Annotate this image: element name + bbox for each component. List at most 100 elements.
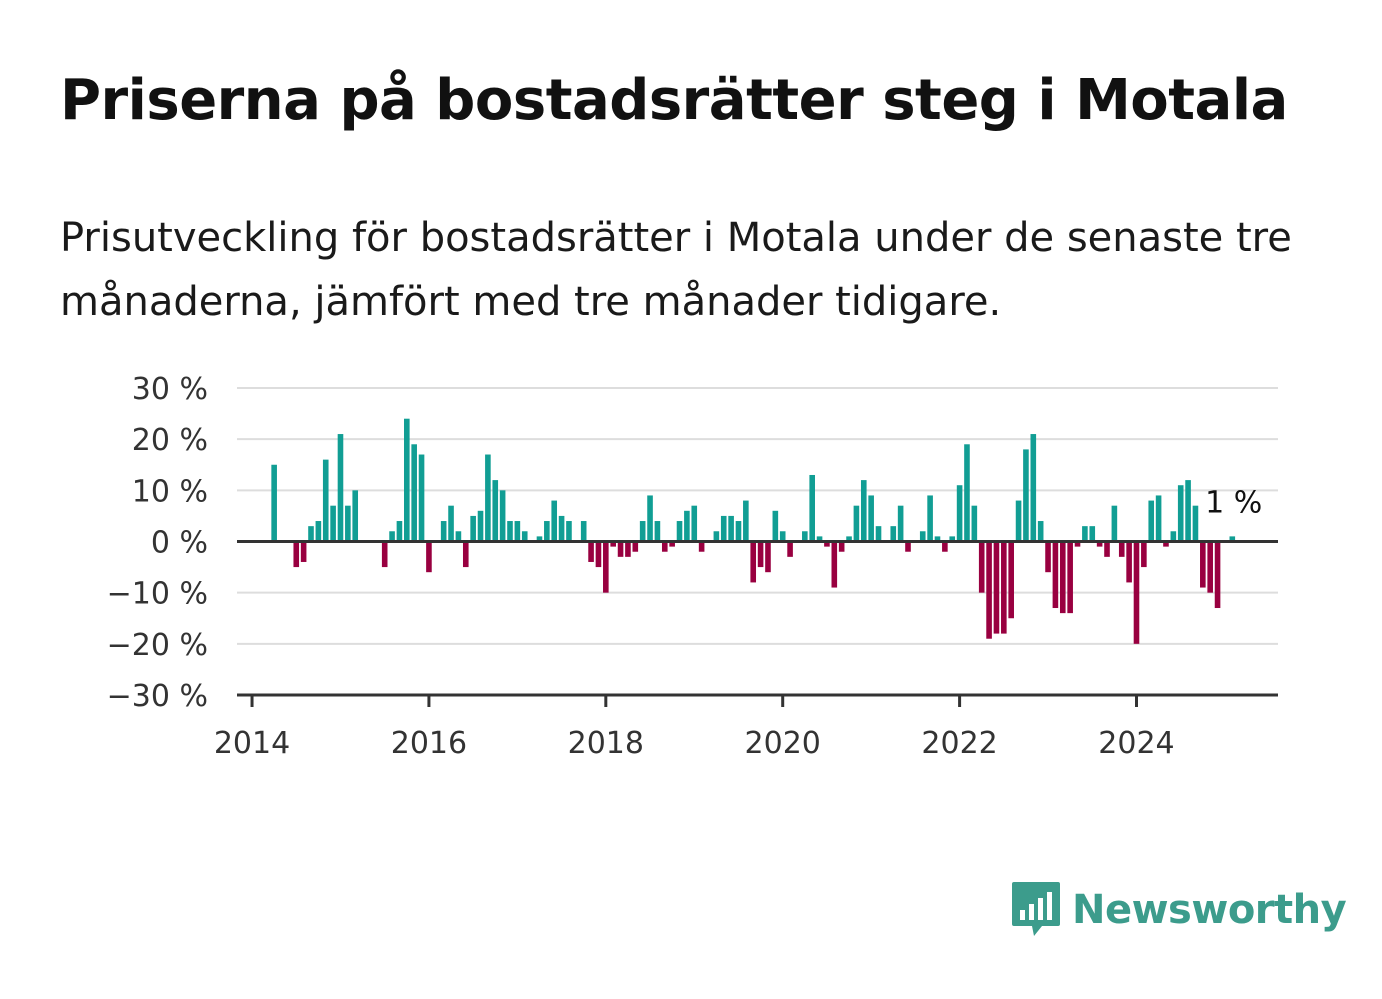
bar [1111, 505, 1118, 542]
bar [1141, 541, 1147, 568]
gridlines [237, 387, 1278, 645]
bar [978, 541, 985, 593]
bar [1015, 500, 1022, 542]
bar [647, 495, 653, 542]
bar [669, 541, 675, 547]
bar [787, 541, 793, 557]
bar [352, 490, 359, 542]
bar [1133, 541, 1140, 644]
bar [1155, 495, 1162, 542]
bar [809, 474, 815, 542]
bar [1104, 541, 1110, 557]
bar [971, 505, 978, 542]
bar [404, 418, 410, 542]
bar [271, 464, 277, 542]
y-tick-label: 20 % [132, 423, 208, 458]
bar [757, 541, 764, 568]
bar [720, 515, 727, 542]
bar [426, 541, 432, 573]
bar [1001, 541, 1007, 634]
y-tick-label: −20 % [107, 628, 208, 663]
bar [389, 531, 395, 542]
bar [1118, 541, 1125, 557]
bar [610, 541, 616, 547]
x-tick-label: 2020 [745, 726, 821, 761]
bar [1037, 521, 1044, 542]
bar [868, 495, 874, 542]
bar [558, 515, 565, 542]
bar [993, 541, 1000, 634]
bar [831, 541, 838, 588]
bar [544, 521, 550, 542]
bar [1214, 541, 1221, 609]
bar [860, 480, 867, 542]
bar [1200, 541, 1206, 588]
bar [315, 521, 322, 542]
bar [1067, 541, 1073, 614]
bar [949, 536, 956, 542]
bar [779, 531, 786, 542]
bar [1177, 485, 1184, 542]
axes [237, 540, 1278, 707]
chart-title: Priserna på bostadsrätter steg i Motala [60, 68, 1288, 133]
bar [521, 531, 528, 542]
bar [1170, 531, 1177, 542]
bar [1148, 500, 1155, 542]
bar [536, 536, 543, 542]
bar [625, 541, 631, 557]
bar [477, 510, 484, 542]
bar [676, 521, 683, 542]
bar [838, 541, 845, 552]
bar [875, 526, 882, 542]
bar [300, 541, 307, 562]
bar [772, 510, 779, 542]
bar [905, 541, 911, 552]
y-tick-label: 10 % [132, 474, 208, 509]
bar [588, 541, 594, 562]
bar [1045, 541, 1051, 573]
bar [919, 531, 926, 542]
bar [846, 536, 852, 542]
bars [271, 418, 1236, 644]
bar [743, 500, 749, 542]
bar [308, 526, 314, 542]
bar [492, 480, 499, 542]
x-tick-label: 2024 [1098, 726, 1174, 761]
bar [440, 521, 447, 542]
newsworthy-logo: Newsworthy [1010, 880, 1347, 940]
bar [1229, 536, 1236, 542]
bar [986, 541, 992, 639]
bar [330, 505, 336, 542]
bar [617, 541, 624, 557]
newsworthy-chart-bubble-icon [1012, 882, 1060, 936]
brand-name: Newsworthy [1072, 887, 1347, 933]
bar [448, 505, 454, 542]
x-tick-label: 2018 [568, 726, 644, 761]
bar [345, 505, 351, 542]
bar [603, 541, 609, 593]
bar [566, 521, 572, 542]
bar [1089, 526, 1096, 542]
bar [499, 490, 506, 542]
bar [942, 541, 948, 552]
bar [897, 505, 904, 542]
bar [1052, 541, 1059, 609]
bar [816, 536, 823, 542]
bar [890, 526, 897, 542]
y-tick-label: −10 % [107, 577, 208, 612]
bar [396, 521, 403, 542]
chart-subtitle: Prisutveckling för bostadsrätter i Motal… [60, 215, 1292, 325]
bar [735, 521, 742, 542]
bar [639, 521, 646, 542]
bar [684, 510, 690, 542]
labels: 30 % 20 % 10 % 0 % −10 % −20 % −30 %2014 2016 20… [107, 372, 1263, 761]
x-tick-label: 2022 [921, 726, 997, 761]
bar [802, 531, 808, 542]
bar [1163, 541, 1169, 547]
bar [514, 521, 521, 542]
bar [698, 541, 705, 552]
bar [507, 521, 513, 542]
bar [728, 515, 734, 542]
bar [1074, 541, 1081, 547]
